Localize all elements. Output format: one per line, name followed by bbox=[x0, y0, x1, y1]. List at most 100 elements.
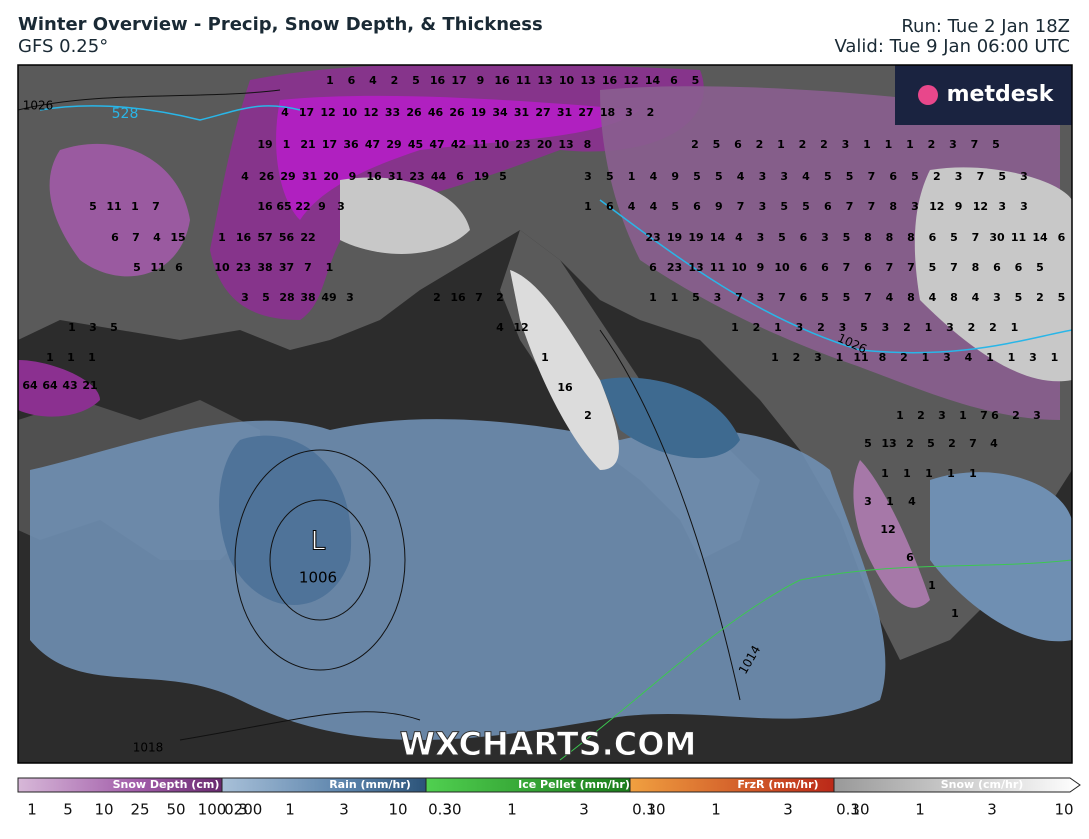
snow-depth-value: 1 bbox=[881, 467, 889, 480]
snow-depth-value: 21 bbox=[300, 138, 315, 151]
snow-depth-value: 26 bbox=[406, 106, 422, 119]
snow-depth-value: 5 bbox=[606, 170, 614, 183]
snow-depth bbox=[18, 360, 100, 417]
snow-depth-value: 64 bbox=[42, 379, 58, 392]
colorbar-tick: 3 bbox=[339, 801, 349, 819]
snow-depth-value: 3 bbox=[938, 409, 946, 422]
snow-depth-value: 1 bbox=[68, 321, 76, 334]
snow-depth-value: 13 bbox=[688, 261, 703, 274]
watermark: WXCHARTS.COM bbox=[400, 725, 697, 763]
snow-depth-value: 7 bbox=[846, 200, 854, 213]
snow-depth-value: 64 bbox=[22, 379, 38, 392]
snow-depth-value: 5 bbox=[929, 261, 937, 274]
snow-depth-labels: 1 6 4 2 5 16 17 9 16 11 13 10 13 16 12 14 6 54 17 12 10 12 33 2… bbox=[22, 74, 1087, 620]
snow-depth-value: 36 bbox=[343, 138, 359, 151]
snow-depth-value: 9 bbox=[318, 200, 326, 213]
snow-depth-value: 7 bbox=[475, 291, 483, 304]
snow-depth-value: 8 bbox=[864, 231, 872, 244]
snow-depth-value: 4 bbox=[496, 321, 504, 334]
snow-depth-value: 7 bbox=[152, 200, 160, 213]
colorbar-tick: 100 bbox=[198, 801, 227, 819]
snow-depth-value: 5 bbox=[802, 200, 810, 213]
snow-depth-value: 5 bbox=[860, 321, 868, 334]
snow-depth-value: 11 bbox=[516, 74, 531, 87]
rain-area bbox=[930, 472, 1072, 642]
snow-depth-value: 29 bbox=[280, 170, 295, 183]
snow-depth-value: 30 bbox=[989, 231, 1005, 244]
snow-depth-value: 3 bbox=[1079, 291, 1087, 304]
colorbar-tick: 1 bbox=[507, 801, 517, 819]
snow-depth-value: 17 bbox=[322, 138, 337, 151]
snow-depth-value: 7 bbox=[969, 437, 977, 450]
thickness-label: 528 bbox=[112, 106, 139, 122]
snow-depth-value: 2 bbox=[391, 74, 399, 87]
snow-depth-value: 31 bbox=[388, 170, 403, 183]
snow-depth-value: 2 bbox=[647, 106, 655, 119]
snow-depth-value: 1 bbox=[1011, 321, 1019, 334]
snow-depth-value: 7 bbox=[907, 261, 915, 274]
snow-depth-value: 5 bbox=[692, 291, 700, 304]
snow-depth-value: 16 bbox=[602, 74, 618, 87]
snow-depth-value: 3 bbox=[943, 351, 951, 364]
snow-depth-value: 1 bbox=[886, 495, 894, 508]
snow-depth-value: 6 bbox=[889, 170, 897, 183]
rain-area bbox=[219, 435, 352, 605]
snow-depth-value: 1 bbox=[836, 351, 844, 364]
snow-depth-value: 4 bbox=[972, 291, 980, 304]
snow-depth-value: 19 bbox=[474, 170, 489, 183]
snow-depth-value: 16 bbox=[236, 231, 252, 244]
snow-depth-value: 4 bbox=[929, 291, 937, 304]
snow-depth-value: 5 bbox=[1079, 231, 1087, 244]
snow-depth-value: 3 bbox=[911, 200, 919, 213]
snow-depth-value: 5 bbox=[780, 200, 788, 213]
snow-depth-value: 65 bbox=[276, 200, 291, 213]
snow-depth-value: 2 bbox=[799, 138, 807, 151]
snow-depth-value: 8 bbox=[584, 138, 592, 151]
snow-depth-value: 20 bbox=[537, 138, 553, 151]
snow-depth-value: 7 bbox=[864, 291, 872, 304]
snow-depth-value: 5 bbox=[998, 170, 1006, 183]
snow-depth-value: 4 bbox=[369, 74, 377, 87]
snow-depth-value: 3 bbox=[998, 200, 1006, 213]
snow-depth-value: 4 bbox=[241, 170, 249, 183]
snow-depth-value: 7 bbox=[304, 261, 312, 274]
snow-depth-value: 10 bbox=[494, 138, 510, 151]
snow-depth-value: 3 bbox=[993, 291, 1001, 304]
snow-depth-value: 23 bbox=[409, 170, 424, 183]
snow-depth-value: 1 bbox=[925, 467, 933, 480]
snow-depth-value: 1 bbox=[649, 291, 657, 304]
snow-depth-value: 5 bbox=[824, 170, 832, 183]
snow-depth-value: 28 bbox=[279, 291, 294, 304]
snow-depth-value: 10 bbox=[342, 106, 358, 119]
snow-depth-value: 16 bbox=[366, 170, 382, 183]
snow-depth-value: 7 bbox=[977, 170, 985, 183]
snow-depth-value: 31 bbox=[557, 106, 572, 119]
map: metdesk L 528 1026 1006 1014 1018 1026 1… bbox=[18, 65, 1087, 763]
colorbar-tick: 3 bbox=[987, 801, 997, 819]
snow-depth-value: 1 bbox=[896, 409, 904, 422]
snow-depth-value: 1 bbox=[969, 467, 977, 480]
snow-depth-value: 1 bbox=[131, 200, 139, 213]
snow-depth-value: 1 bbox=[326, 261, 334, 274]
snow-depth-value: 2 bbox=[1036, 291, 1044, 304]
snow-depth-value: 5 bbox=[693, 170, 701, 183]
run: Run: Tue 2 Jan 18Z bbox=[901, 16, 1070, 37]
snow-depth-value: 5 bbox=[1058, 291, 1066, 304]
snow-depth-value: 2 bbox=[753, 321, 761, 334]
snow-depth-value: 46 bbox=[428, 106, 444, 119]
snow-depth-value: 12 bbox=[363, 106, 378, 119]
snow-depth-value: 6 bbox=[993, 261, 1001, 274]
thickness-line bbox=[599, 199, 1072, 354]
snow-depth-value: 12 bbox=[880, 523, 895, 536]
snow-depth-value: 6 bbox=[906, 551, 914, 564]
snow-depth-value: 6 bbox=[800, 261, 808, 274]
snow-depth-value: 3 bbox=[89, 321, 97, 334]
snow-area bbox=[914, 167, 1072, 382]
snow-depth-value: 3 bbox=[757, 231, 765, 244]
colorbar-tick: 10 bbox=[850, 801, 869, 819]
colorbar-tick: 1 bbox=[915, 801, 925, 819]
snow-depth bbox=[276, 95, 640, 220]
snow-depth-value: 10 bbox=[731, 261, 747, 274]
snow-depth-value: 16 bbox=[557, 381, 573, 394]
colorbar-tick: 0.3 bbox=[428, 801, 452, 819]
